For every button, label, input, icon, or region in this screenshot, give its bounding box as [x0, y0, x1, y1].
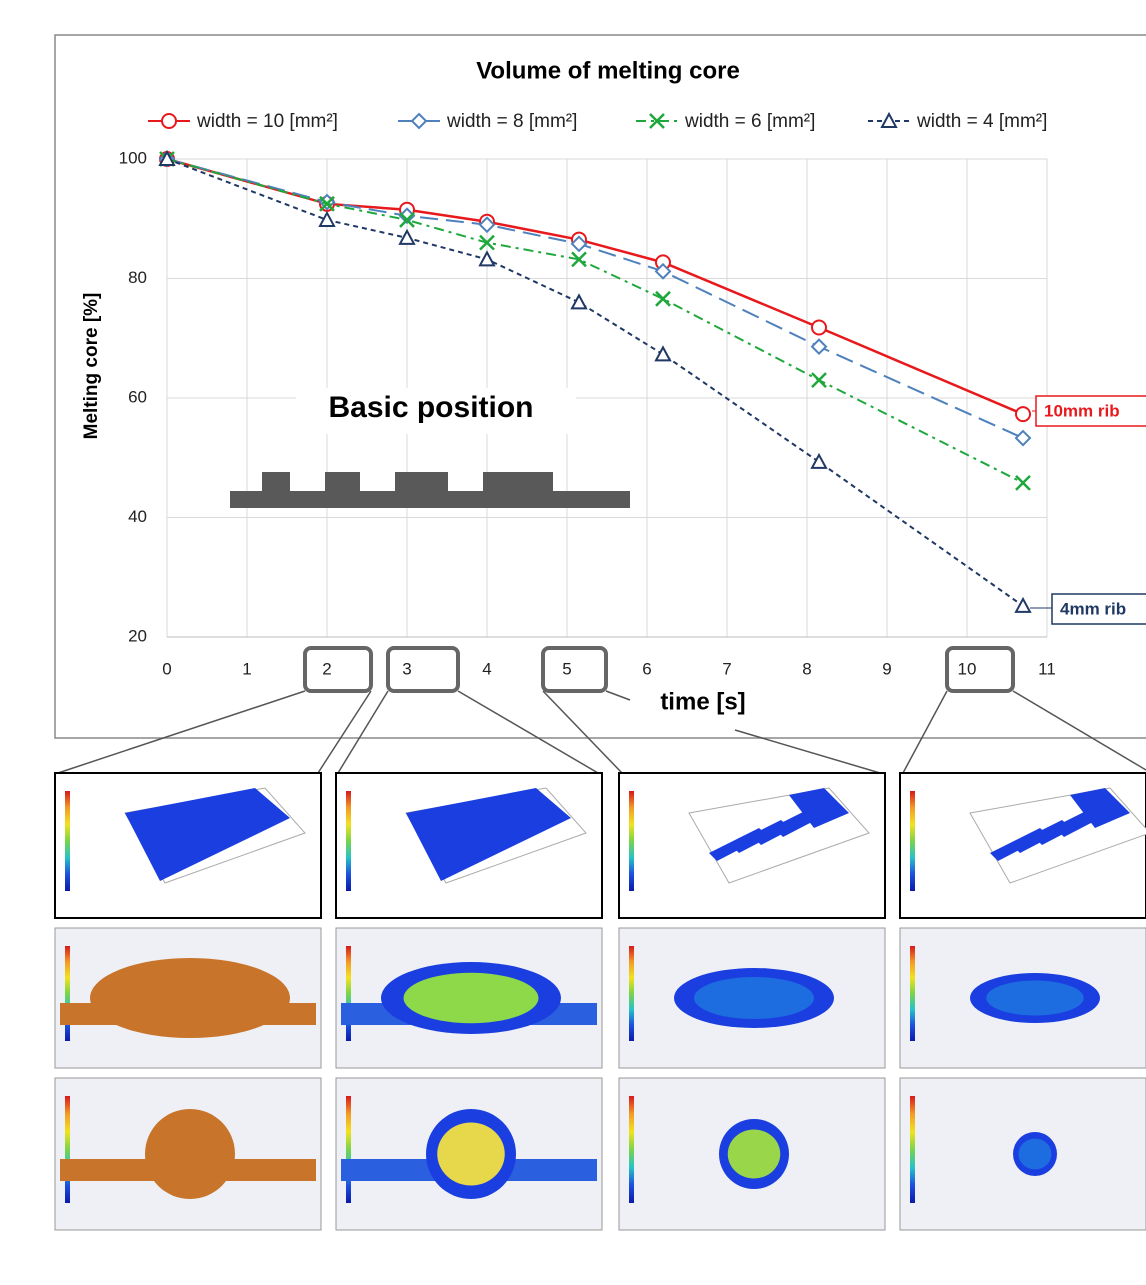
legend-label: width = 8 [mm²]: [446, 111, 577, 132]
annotation: 10mm rib: [1044, 401, 1120, 420]
melt-inner: [1019, 1139, 1052, 1170]
x-tick-label: 8: [802, 659, 811, 678]
sim-panel: [900, 928, 1146, 1068]
y-tick-label: 40: [128, 507, 147, 526]
color-bar: [910, 946, 915, 1041]
chart-title: Volume of melting core: [476, 57, 740, 84]
annotation: Basic position: [328, 391, 533, 424]
simulation-panels: [55, 773, 1146, 1230]
y-tick-label: 80: [128, 268, 147, 287]
sim-panel: [55, 928, 321, 1068]
color-bar: [629, 946, 634, 1041]
y-axis-label: Melting core [%]: [81, 293, 102, 440]
sim-panel: [619, 928, 885, 1068]
color-bar: [910, 1096, 915, 1203]
x-tick-label: 10: [958, 659, 977, 678]
y-tick-label: 20: [128, 626, 147, 645]
sim-panel: [619, 773, 885, 918]
color-bar: [629, 791, 634, 891]
legend-label: width = 4 [mm²]: [916, 111, 1047, 132]
chart-frame: [55, 35, 1146, 738]
x-tick-label: 7: [722, 659, 731, 678]
page: Volume of melting core time [s] Melting …: [0, 0, 1146, 1285]
melt-inner: [986, 981, 1084, 1016]
legend-marker: [162, 114, 176, 128]
x-tick-label: 2: [322, 659, 331, 678]
melt-inner: [437, 1123, 505, 1186]
sim-panel: [336, 1078, 602, 1230]
sim-panel: [55, 773, 321, 918]
color-bar: [65, 791, 70, 891]
x-tick-label: 9: [882, 659, 891, 678]
y-tick-label: 60: [128, 387, 147, 406]
melt-inner: [115, 970, 265, 1026]
color-bar: [346, 791, 351, 891]
melt-inner: [728, 1130, 781, 1179]
color-bar: [346, 1096, 351, 1203]
annotation: 4mm rib: [1060, 599, 1126, 618]
melt-inner: [694, 977, 814, 1019]
melt-inner: [156, 1123, 224, 1186]
x-tick-label: 5: [562, 659, 571, 678]
x-tick-label: 3: [402, 659, 411, 678]
color-bar: [910, 791, 915, 891]
marker: [1016, 407, 1030, 421]
x-tick-label: 0: [162, 659, 171, 678]
color-bar: [629, 1096, 634, 1203]
sim-panel: [900, 1078, 1146, 1230]
color-bar: [65, 1096, 70, 1203]
legend-label: width = 10 [mm²]: [196, 111, 338, 132]
sim-panel: [619, 1078, 885, 1230]
y-tick-label: 100: [119, 148, 147, 167]
sim-panel: [55, 1078, 321, 1230]
x-tick-label: 1: [242, 659, 251, 678]
marker: [812, 320, 826, 334]
sim-panel: [900, 773, 1146, 918]
sim-panel: [336, 928, 602, 1068]
legend-label: width = 6 [mm²]: [684, 111, 815, 132]
x-tick-label: 6: [642, 659, 651, 678]
melt-inner: [404, 973, 539, 1023]
x-axis-label: time [s]: [660, 688, 745, 715]
color-bar: [346, 946, 351, 1041]
color-bar: [65, 946, 70, 1041]
x-tick-label: 11: [1038, 659, 1056, 678]
x-tick-label: 4: [482, 659, 491, 678]
sim-panel: [336, 773, 602, 918]
